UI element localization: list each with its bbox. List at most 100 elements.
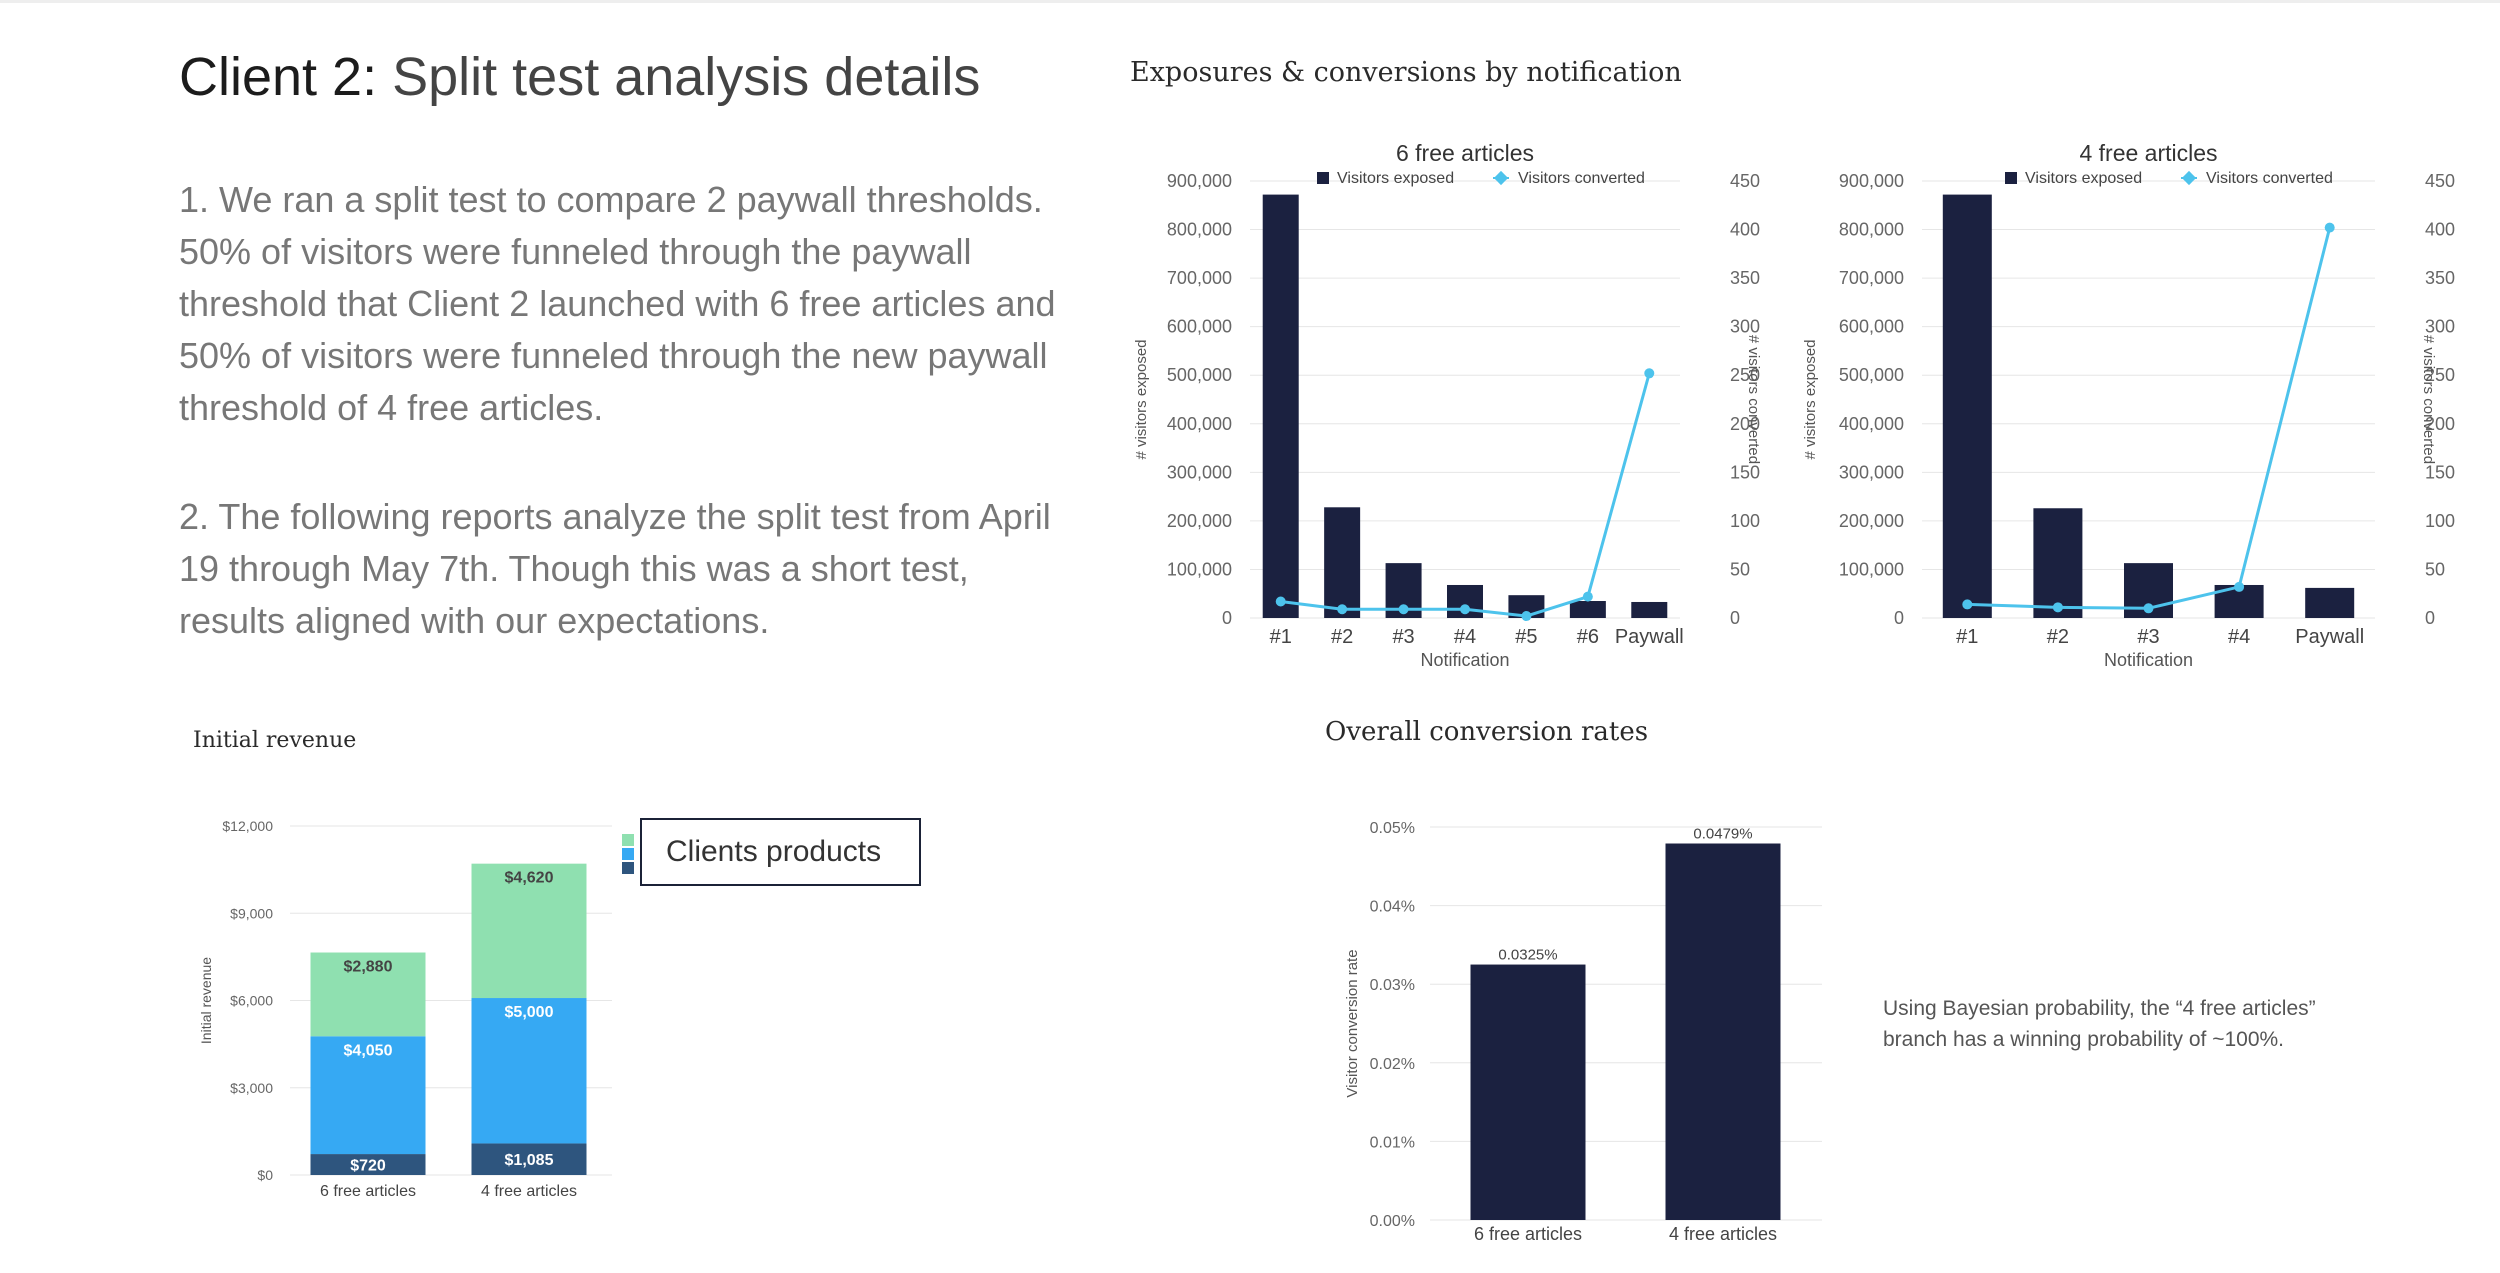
- legend-box: Clients products: [640, 818, 921, 886]
- combo2-y2-tick-label: 50: [2425, 559, 2445, 579]
- combo1-y-tick-label: 0: [1222, 608, 1232, 628]
- combo1-bar: [1569, 601, 1606, 618]
- combo1-bar: [1262, 194, 1299, 618]
- combo1-y-tick-label: 600,000: [1167, 317, 1232, 337]
- combo1-y-tick-label: 100,000: [1167, 559, 1232, 579]
- combo2-y2-tick-label: 400: [2425, 220, 2455, 240]
- revenue-y-tick-label: $9,000: [230, 905, 273, 921]
- combo2-converted-point: [2324, 222, 2335, 233]
- combo2-y2-tick-label: 150: [2425, 462, 2455, 482]
- combo2-y2-tick-label: 200: [2425, 414, 2455, 434]
- combo2-y2-axis-label: # visitors converted: [2420, 335, 2437, 464]
- combo2-converted-point: [2143, 603, 2154, 614]
- combo1-y-tick-label: 700,000: [1167, 268, 1232, 288]
- revenue-y-tick-label: $3,000: [230, 1080, 273, 1096]
- revenue-bar-bottom: [310, 1154, 426, 1175]
- combo1-y2-tick-label: 100: [1730, 511, 1760, 531]
- combo1-x-tick-label: #4: [1454, 626, 1476, 648]
- combo2-x-axis-label: Notification: [2104, 650, 2193, 670]
- combo1-x-axis-label: Notification: [1420, 650, 1509, 670]
- conversion-y-axis-label: Visitor conversion rate: [1344, 949, 1361, 1097]
- combo1-y2-tick-label: 300: [1730, 317, 1760, 337]
- revenue-y-axis-label: Initial revenue: [198, 957, 214, 1044]
- revenue-legend-swatch: [622, 848, 634, 860]
- revenue-y-tick-label: $0: [257, 1167, 273, 1183]
- bayes-note: Using Bayesian probability, the “4 free …: [1883, 997, 2316, 1051]
- combo1-y2-tick-label: 50: [1730, 559, 1750, 579]
- combo1-y2-tick-label: 400: [1730, 220, 1760, 240]
- conversion-y-tick-label: 0.00%: [1370, 1213, 1415, 1230]
- revenue-bar-bottom: [471, 1143, 587, 1175]
- combo1-x-tick-label: #6: [1577, 626, 1599, 648]
- combo2-x-tick-label: #2: [2047, 626, 2069, 648]
- combo2-converted-point: [1962, 599, 1973, 610]
- combo1-x-tick-label: #3: [1392, 626, 1414, 648]
- combo1-y-tick-label: 500,000: [1167, 365, 1232, 385]
- combo1-y2-tick-label: 350: [1730, 268, 1760, 288]
- combo1-converted-point: [1644, 368, 1655, 379]
- combo1-x-tick-label: Paywall: [1615, 626, 1684, 648]
- combo2-y-tick-label: 400,000: [1839, 414, 1904, 434]
- page-title-bold: Client 2:: [179, 47, 378, 107]
- combo1-y-tick-label: 200,000: [1167, 511, 1232, 531]
- combo1-legend-converted-marker: [1493, 170, 1509, 186]
- combo2-y-tick-label: 200,000: [1839, 511, 1904, 531]
- revenue-data-label: $720: [350, 1158, 386, 1175]
- conversion-bar: [1665, 843, 1781, 1220]
- combo2-y-axis-label: # visitors exposed: [1802, 339, 1819, 459]
- page-title-rest: Split test analysis details: [377, 47, 981, 107]
- combo1-y2-tick-label: 450: [1730, 171, 1760, 191]
- combo1-x-tick-label: #1: [1270, 626, 1292, 648]
- top-divider: [0, 0, 2500, 3]
- combo2-title: 4 free articles: [2079, 140, 2217, 166]
- combo2-x-tick-label: #4: [2228, 626, 2250, 648]
- combo1-y2-tick-label: 200: [1730, 414, 1760, 434]
- revenue-legend-swatch: [622, 862, 634, 874]
- conversion-x-tick-label: 4 free articles: [1669, 1224, 1777, 1244]
- conversion-heading: Overall conversion rates: [1325, 717, 1649, 747]
- revenue-bar-middle: [471, 998, 587, 1144]
- combo2-y-tick-label: 0: [1894, 608, 1904, 628]
- combo2-bar: [2305, 587, 2355, 618]
- revenue-bar-top: [471, 863, 587, 999]
- combo1-converted-point: [1275, 596, 1286, 607]
- combo2-y-tick-label: 100,000: [1839, 559, 1904, 579]
- exposures-heading: Exposures & conversions by notification: [1130, 57, 1682, 88]
- revenue-y-tick-label: $6,000: [230, 993, 273, 1009]
- combo2-converted-point: [2234, 581, 2245, 592]
- conversion-x-tick-label: 6 free articles: [1474, 1224, 1582, 1244]
- revenue-data-label: $1,085: [505, 1152, 554, 1169]
- combo1-y-axis-label: # visitors exposed: [1133, 339, 1150, 459]
- combo1-bar: [1631, 601, 1668, 618]
- combo2-y-tick-label: 900,000: [1839, 171, 1904, 191]
- revenue-data-label: $4,620: [505, 870, 554, 887]
- combo1-y2-tick-label: 150: [1730, 462, 1760, 482]
- combo1-legend-exposed-swatch: [1317, 172, 1329, 184]
- combo2-y2-tick-label: 0: [2425, 608, 2435, 628]
- combo1-converted-point: [1521, 611, 1532, 622]
- revenue-data-label: $4,050: [344, 1042, 393, 1059]
- combo1-y-tick-label: 300,000: [1167, 462, 1232, 482]
- revenue-y-tick-label: $12,000: [222, 818, 273, 834]
- combo2-legend-exposed-label: Visitors exposed: [2025, 170, 2142, 187]
- combo2-x-tick-label: #1: [1956, 626, 1978, 648]
- conversion-y-tick-label: 0.02%: [1370, 1056, 1415, 1073]
- intro-paragraph-1: 1. We ran a split test to compare 2 payw…: [179, 179, 1056, 428]
- combo2-bar: [2033, 508, 2083, 618]
- combo1-legend-exposed-label: Visitors exposed: [1337, 170, 1454, 187]
- combo2-converted-line: [1967, 227, 2332, 610]
- combo1-legend-converted-label: Visitors converted: [1518, 170, 1645, 187]
- conversion-y-tick-label: 0.01%: [1370, 1134, 1415, 1151]
- conversion-data-label: 0.0479%: [1693, 826, 1752, 843]
- conversion-y-tick-label: 0.03%: [1370, 977, 1415, 994]
- combo2-y2-tick-label: 250: [2425, 365, 2455, 385]
- page-title: Client 2: Split test analysis details: [179, 46, 980, 108]
- combo2-y-tick-label: 600,000: [1839, 317, 1904, 337]
- combo2-y-tick-label: 300,000: [1839, 462, 1904, 482]
- combo2-x-tick-label: Paywall: [2295, 626, 2364, 648]
- revenue-heading: Initial revenue: [193, 728, 357, 753]
- conversion-y-tick-label: 0.04%: [1370, 899, 1415, 916]
- revenue-bar-top: [310, 952, 426, 1037]
- combo1-converted-point: [1582, 591, 1593, 602]
